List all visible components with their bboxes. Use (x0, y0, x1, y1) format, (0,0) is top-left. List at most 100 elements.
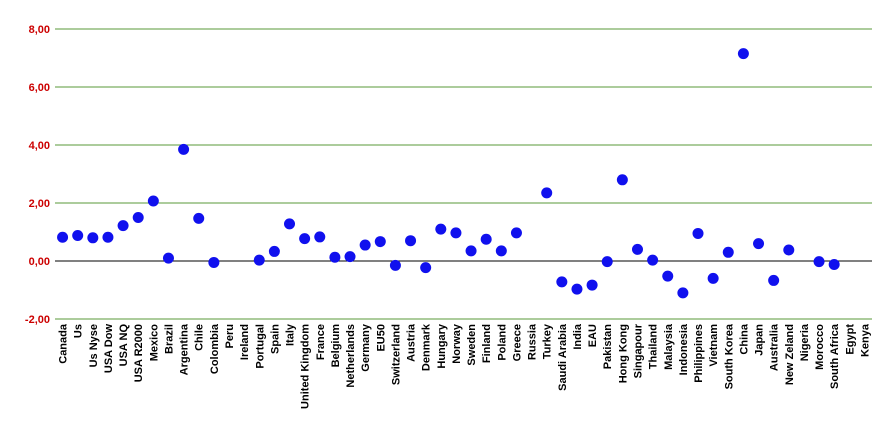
data-point (677, 287, 689, 299)
data-point (571, 283, 583, 295)
x-tick-label: Spain (269, 324, 281, 354)
x-tick-label: Pakistan (602, 324, 614, 370)
x-tick-label: Russia (527, 323, 539, 360)
x-tick-label: Canada (58, 323, 70, 364)
data-point (783, 244, 795, 256)
data-point (647, 254, 659, 266)
x-tick-label: Austria (406, 323, 418, 362)
x-tick-label: Norway (451, 323, 463, 364)
x-tick-label: Argentina (179, 323, 191, 375)
data-point (344, 251, 356, 263)
x-tick-label: Kenya (859, 323, 871, 357)
data-point (284, 218, 296, 230)
x-tick-label: New Zeland (784, 324, 796, 385)
x-tick-label: France (315, 324, 327, 360)
x-tick-label: Malaysia (663, 323, 675, 370)
data-point (495, 245, 507, 257)
data-point (707, 272, 719, 284)
y-tick-label: 0,00 (29, 256, 50, 268)
data-point (162, 252, 174, 264)
data-point (389, 259, 401, 271)
x-tick-label: Thailand (648, 324, 660, 369)
x-tick-label: USA NQ (118, 324, 130, 367)
data-point (692, 227, 704, 239)
x-tick-label: Hong Kong (617, 324, 629, 383)
x-tick-label: Belgium (330, 324, 342, 368)
x-tick-label: Finland (481, 324, 493, 363)
x-axis-tick-labels: Canada Us Us Nyse USA Dow USA NQ USA R2000 Mex… (58, 323, 872, 409)
data-point (208, 256, 220, 268)
x-tick-label: South Korea (723, 323, 735, 389)
x-tick-label: Portugal (254, 324, 266, 369)
data-point (359, 239, 371, 251)
x-tick-label: Chile (194, 324, 206, 351)
data-point (541, 187, 553, 199)
x-tick-label: Switzerland (390, 324, 402, 385)
data-points (57, 48, 840, 299)
x-tick-label: Sweden (466, 324, 478, 366)
x-tick-label: Philippines (693, 324, 705, 383)
x-tick-label: South Africa (829, 323, 841, 389)
x-tick-label: Saudi Arabia (557, 323, 569, 391)
x-tick-label: Vietnam (708, 324, 720, 367)
y-tick-label: 6,00 (29, 82, 50, 94)
data-point (662, 270, 674, 282)
x-tick-label: Morocco (814, 324, 826, 370)
x-tick-label: Peru (224, 324, 236, 348)
data-point (450, 227, 462, 239)
x-tick-label: Us (73, 324, 85, 338)
data-point (722, 246, 734, 258)
x-tick-label: Poland (496, 324, 508, 361)
data-point (753, 238, 765, 250)
x-tick-label: Us Nyse (88, 324, 100, 367)
data-point (147, 195, 159, 207)
data-point (465, 245, 477, 257)
data-point (601, 256, 613, 268)
data-point (57, 231, 69, 243)
data-point (314, 231, 326, 243)
x-tick-label: Hungary (436, 323, 448, 369)
x-tick-label: EU50 (375, 324, 387, 352)
data-point (72, 229, 84, 241)
x-tick-label: Egypt (844, 324, 856, 355)
data-point (132, 212, 144, 223)
data-point (374, 236, 386, 248)
x-tick-label: Greece (511, 324, 523, 361)
data-point (329, 251, 341, 263)
x-tick-label: USA Dow (103, 324, 115, 374)
x-tick-label: Denmark (421, 323, 433, 371)
x-tick-label: United Kingdom (300, 324, 312, 409)
data-point (435, 223, 447, 235)
data-point (102, 231, 114, 243)
data-point (87, 232, 99, 244)
x-tick-label: Germany (360, 323, 372, 372)
y-axis-tick-labels: -2,00 0,00 2,00 4,00 6,00 8,00 (25, 24, 50, 326)
data-point (768, 274, 780, 286)
x-tick-label: Ireland (239, 324, 251, 360)
data-point (117, 220, 129, 232)
data-point (405, 235, 417, 247)
x-tick-label: Turkey (542, 323, 554, 359)
x-tick-label: China (738, 323, 750, 354)
data-point (193, 212, 205, 224)
data-point (268, 245, 280, 257)
x-tick-label: Japan (754, 324, 766, 356)
data-point (631, 243, 643, 255)
data-point (813, 256, 825, 268)
data-point (253, 254, 265, 266)
x-tick-label: Italy (285, 323, 297, 346)
data-point (510, 227, 522, 239)
y-tick-label: 8,00 (29, 24, 50, 36)
data-point (828, 258, 840, 270)
x-tick-label: India (572, 323, 584, 350)
x-tick-label: EAU (587, 324, 599, 347)
data-point (420, 262, 432, 274)
x-tick-label: Brazil (163, 324, 175, 354)
data-point (178, 143, 190, 155)
grid-lines (55, 28, 872, 320)
x-tick-label: Nigeria (799, 323, 811, 361)
data-point (586, 279, 598, 291)
x-tick-label: Mexico (148, 324, 160, 362)
x-tick-label: USA R2000 (133, 324, 145, 382)
